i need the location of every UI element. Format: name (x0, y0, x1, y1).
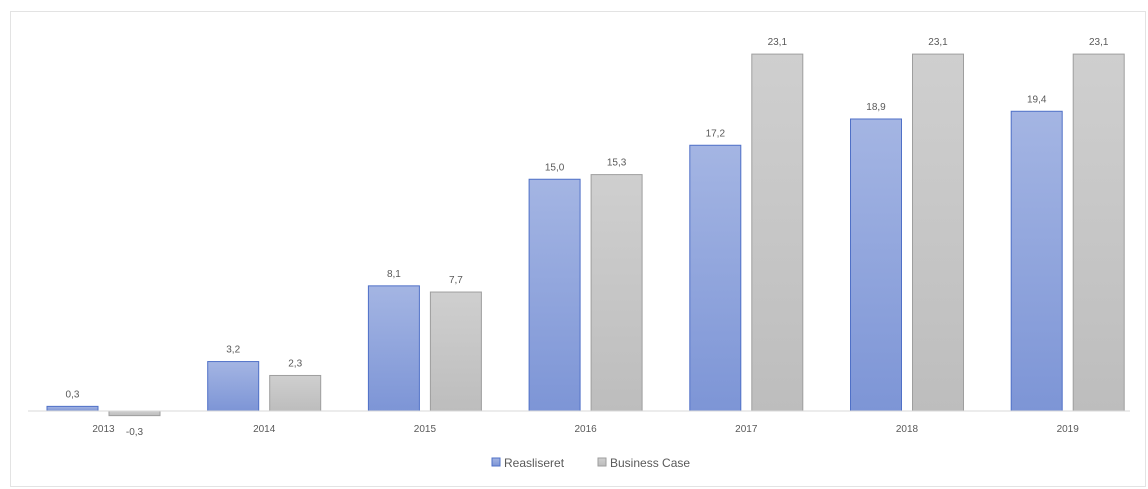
data-label-reasliseret-2013: 0,3 (66, 389, 80, 400)
x-tick-label-2013: 2013 (92, 424, 115, 435)
legend-swatch-reasliseret (491, 457, 501, 467)
legend-swatch-business-case (597, 457, 607, 467)
bar-business-case-2016 (590, 174, 643, 412)
bar-business-case-2018 (912, 53, 964, 412)
data-label-business-case-2013: -0,3 (126, 427, 144, 438)
x-tick-label-2016: 2016 (574, 424, 597, 435)
bar-reasliseret-2013 (46, 405, 99, 412)
data-label-business-case-2018: 23,1 (928, 37, 948, 48)
bars-layer (46, 53, 1125, 417)
bar-business-case-2017 (751, 53, 804, 412)
bar-reasliseret-2017 (689, 144, 742, 412)
data-label-reasliseret-2014: 3,2 (226, 345, 240, 356)
legend-label-reasliseret: Reasliseret (504, 456, 565, 470)
x-tick-label-2017: 2017 (735, 424, 758, 435)
x-tick-label-2015: 2015 (414, 424, 437, 435)
x-tick-label-2019: 2019 (1057, 424, 1080, 435)
x-tick-label-2018: 2018 (896, 424, 919, 435)
bar-reasliseret-2018 (850, 118, 902, 412)
ticks-layer: 2013 2014 2015 2016 2017 2018 2019 (92, 424, 1079, 435)
bar-business-case-2019 (1072, 53, 1125, 412)
legend-label-business-case: Business Case (610, 456, 690, 470)
data-label-reasliseret-2017: 17,2 (706, 128, 726, 139)
legend: Reasliseret Business Case (491, 456, 690, 470)
bar-reasliseret-2019 (1010, 110, 1063, 412)
bar-reasliseret-2014 (207, 361, 260, 412)
labels-layer: 0,3 -0,3 3,2 2,3 8,1 7,7 15,0 15,3 17,2 23,1 18,9 2… (66, 37, 1109, 438)
data-label-reasliseret-2018: 18,9 (866, 102, 886, 113)
data-label-business-case-2019: 23,1 (1089, 37, 1109, 48)
data-label-business-case-2015: 7,7 (449, 275, 463, 286)
bar-reasliseret-2015 (367, 285, 420, 412)
data-label-reasliseret-2015: 8,1 (387, 269, 401, 280)
data-label-business-case-2016: 15,3 (607, 158, 627, 169)
bar-reasliseret-2016 (528, 178, 581, 412)
data-label-business-case-2017: 23,1 (768, 37, 788, 48)
bar-business-case-2013 (108, 410, 161, 417)
x-tick-label-2014: 2014 (253, 424, 276, 435)
data-label-business-case-2014: 2,3 (288, 358, 302, 369)
bar-business-case-2015 (429, 291, 482, 412)
data-label-reasliseret-2019: 19,4 (1027, 94, 1047, 105)
bar-business-case-2014 (269, 374, 322, 412)
data-label-reasliseret-2016: 15,0 (545, 162, 565, 173)
